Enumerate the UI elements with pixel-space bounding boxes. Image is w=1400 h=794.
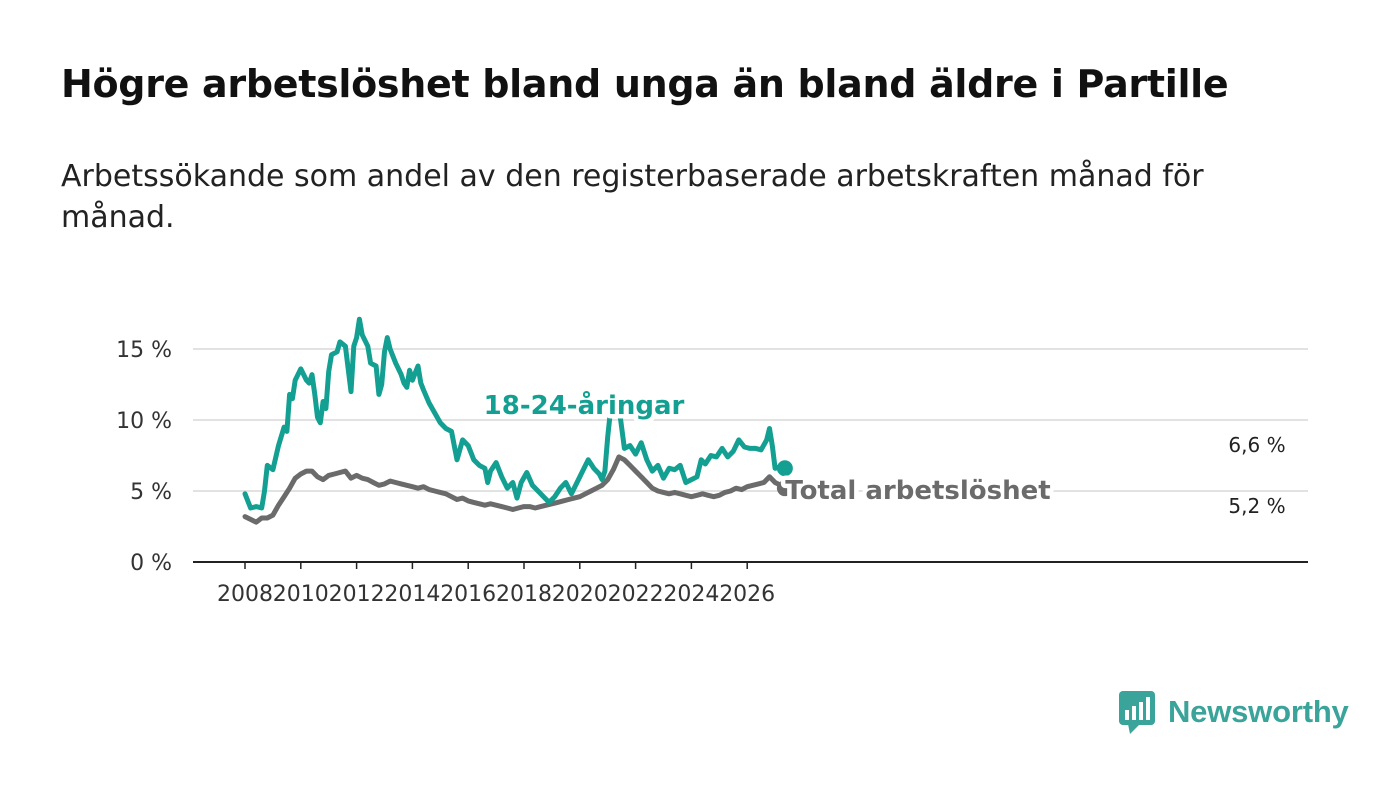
y-tick-label: 15 % — [116, 338, 172, 363]
x-tick-label: 2020 — [552, 582, 608, 607]
newsworthy-logo-icon — [1119, 691, 1155, 734]
grid-lines — [193, 348, 1308, 492]
series-end-marker-unga — [776, 460, 793, 477]
y-tick-label: 0 % — [130, 551, 172, 576]
x-tick-label: 2018 — [496, 582, 552, 607]
end-value-label-unga: 6,6 % — [1228, 433, 1285, 457]
brand-logo: Newsworthy — [1118, 690, 1349, 734]
series — [242, 316, 793, 525]
x-tick-label: 2012 — [329, 582, 385, 607]
x-tick-label: 2008 — [217, 582, 273, 607]
y-tick-label: 10 % — [116, 409, 172, 434]
series-end-marker-total — [776, 480, 793, 497]
end-value-label-total: 5,2 % — [1228, 494, 1285, 518]
x-tick-label: 2014 — [384, 582, 440, 607]
x-tick-label: 2010 — [273, 582, 329, 607]
y-tick-label: 5 % — [130, 480, 172, 505]
series-line-unga — [242, 316, 788, 511]
brand-name: Newsworthy — [1168, 694, 1349, 729]
series-labels: 18-24-åringar Total arbetslöshet 6,6 % 5,2 … — [479, 385, 1288, 521]
series-line-total — [242, 454, 788, 525]
series-label-unga: 18-24-åringar — [484, 389, 685, 421]
axes: 0 %5 %10 %15 %2008 2010 2012 2014 2016 2018 20… — [116, 338, 1308, 607]
x-tick-label: 2024 — [663, 582, 719, 607]
chart-title: Högre arbetslöshet bland unga än bland ä… — [61, 62, 1229, 106]
x-tick-label: 2026 — [719, 582, 775, 607]
chart-subtitle: Arbetssökande som andel av den registerb… — [61, 159, 1204, 235]
x-tick-label: 2022 — [608, 582, 664, 607]
x-tick-label: 2016 — [440, 582, 496, 607]
series-label-total: Total arbetslöshet — [785, 476, 1050, 506]
